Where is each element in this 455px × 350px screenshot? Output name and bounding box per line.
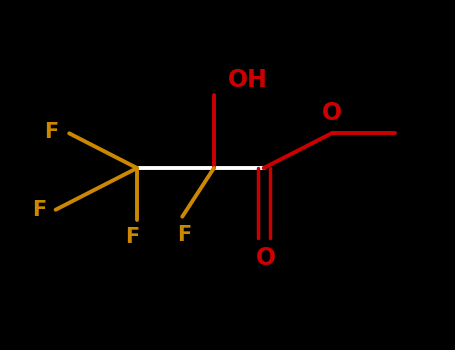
Text: O: O: [321, 101, 342, 125]
Text: F: F: [126, 227, 140, 247]
Text: OH: OH: [228, 68, 268, 92]
Text: F: F: [177, 225, 192, 245]
Text: F: F: [32, 200, 46, 220]
Text: O: O: [256, 246, 276, 270]
Text: F: F: [44, 121, 58, 142]
